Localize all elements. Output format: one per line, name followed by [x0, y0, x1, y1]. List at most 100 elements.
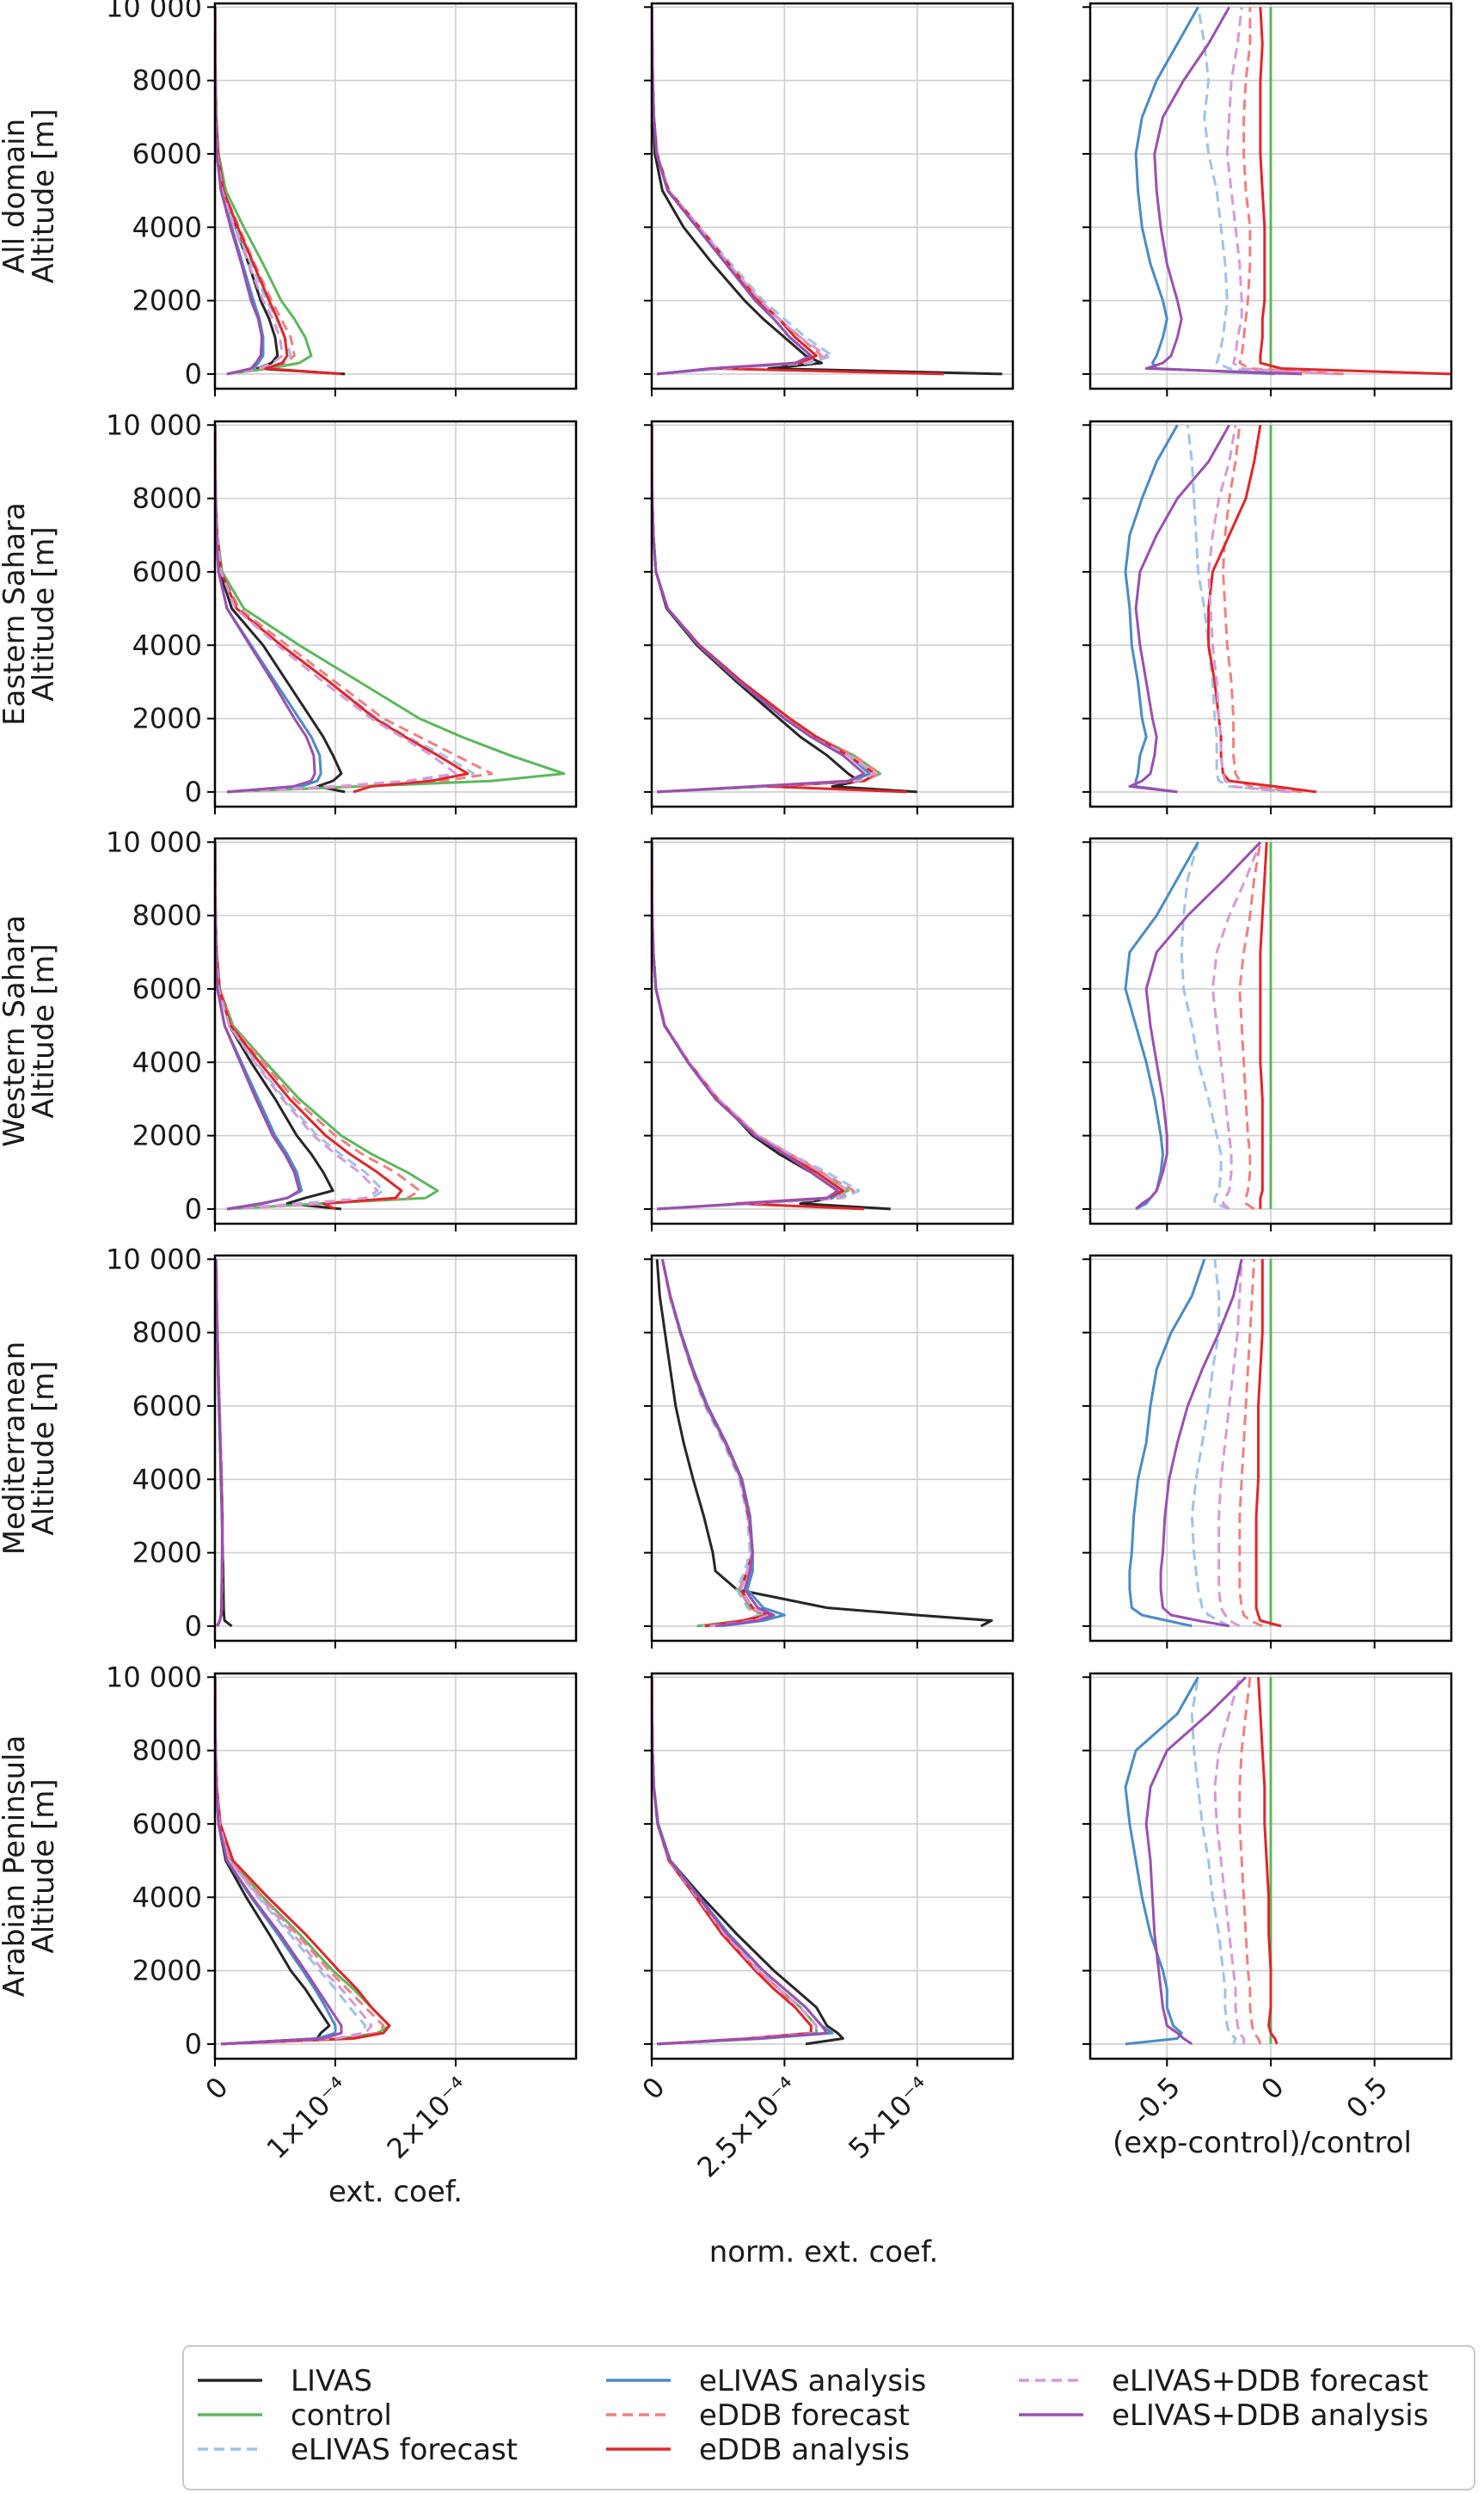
series-elivas-forecast	[1186, 425, 1288, 794]
y-tick-label: 0	[185, 1193, 202, 1225]
panel-r3-c2	[1082, 1254, 1453, 1649]
series-elivas-analysis	[660, 1258, 786, 1628]
series-elivas-forecast	[215, 842, 385, 1211]
y-tick-label: 10 000	[106, 826, 202, 858]
y-tick-label: 2000	[132, 1955, 202, 1987]
panel-frame	[650, 837, 1015, 1225]
series-elivas-ddb-analysis	[215, 1259, 224, 1627]
series-elivas-forecast	[215, 425, 475, 794]
series-elivas-ddb-analysis	[1144, 6, 1303, 376]
x-tick-label: 5×10⁻⁴	[842, 2071, 936, 2165]
panel-frame	[650, 420, 1015, 808]
y-tick-label: 0	[185, 358, 202, 390]
series-elivas-ddb-forecast	[652, 1677, 818, 2046]
series-eddb-analysis	[1207, 425, 1317, 794]
panel-r2-c1	[644, 837, 1015, 1231]
series-livas	[652, 1677, 844, 2046]
y-tick-label: 8000	[132, 1735, 202, 1767]
series-eddb-forecast	[1222, 425, 1303, 794]
series-eddb-analysis	[215, 7, 342, 376]
y-tick-label: 4000	[132, 629, 202, 661]
series-elivas-ddb-forecast	[215, 1677, 373, 2046]
series-elivas-ddb-analysis	[1128, 424, 1231, 794]
series-control	[652, 7, 818, 376]
series-elivas-analysis	[215, 842, 304, 1211]
legend-label-eddb-forecast: eDDB forecast	[699, 2398, 910, 2433]
series-elivas-forecast	[1190, 1259, 1230, 1628]
series-control	[215, 7, 313, 376]
series-elivas-ddb-forecast	[1217, 1259, 1243, 1628]
series-elivas-analysis	[652, 7, 813, 376]
series-elivas-forecast	[1197, 7, 1282, 376]
series-livas	[215, 7, 346, 376]
series-eddb-forecast	[1238, 842, 1262, 1211]
series-elivas-analysis	[652, 425, 871, 794]
series-eddb-analysis	[652, 1677, 813, 2046]
series-eddb-forecast	[652, 425, 882, 794]
series-elivas-analysis	[1134, 6, 1275, 376]
x-tick-label: 2.5×10⁻⁴	[690, 2071, 804, 2184]
row-ylabel: Altitude [m]	[27, 1360, 61, 1535]
series-eddb-forecast	[1238, 7, 1344, 376]
y-tick-label: 6000	[132, 138, 202, 170]
series-elivas-ddb-forecast	[652, 842, 849, 1211]
series-control	[652, 1677, 818, 2046]
series-elivas-ddb-analysis	[215, 425, 316, 794]
y-tick-label: 8000	[132, 482, 202, 515]
x-tick-label: 0	[199, 2071, 234, 2106]
y-tick-label: 10 000	[106, 1661, 202, 1693]
row-ylabel: Altitude [m]	[27, 526, 61, 701]
y-tick-label: 10 000	[106, 1243, 202, 1275]
panel-frame	[213, 420, 578, 808]
x-tick-label: 0.5	[1340, 2071, 1394, 2125]
panel-r3-c0: 0 2000 4000 6000 8000 10 000	[106, 1243, 578, 1649]
series-livas	[215, 425, 346, 794]
y-tick-label: 6000	[132, 973, 202, 1005]
series-elivas-ddb-forecast	[1213, 1676, 1246, 2044]
series-control	[215, 842, 439, 1211]
legend-label-elivas-analysis: eLIVAS analysis	[699, 2364, 926, 2398]
panel-r2-c0: 0 2000 4000 6000 8000 10 000	[106, 826, 578, 1231]
y-tick-label: 2000	[132, 1120, 202, 1152]
series-elivas-ddb-forecast	[1211, 841, 1262, 1211]
panel-r4-c1: 0 2.5×10⁻⁴ 5×10⁻⁴	[635, 1672, 1015, 2184]
series-elivas-analysis	[1124, 841, 1199, 1211]
row-ylabel: Altitude [m]	[27, 108, 61, 283]
panel-r1-c1	[644, 420, 1015, 814]
row-region-label: Arabian Peninsula	[0, 1735, 32, 1998]
series-livas	[652, 842, 891, 1211]
series-elivas-forecast	[652, 7, 834, 376]
legend-label-elivas-ddb-forecast: eLIVAS+DDB forecast	[1112, 2364, 1428, 2398]
panel-r4-c0: 0 2000 4000 6000 8000 10 000 0 1×10⁻⁴ 2×10⁻⁴	[106, 1661, 578, 2165]
y-tick-label: 6000	[132, 1390, 202, 1422]
series-eddb-analysis	[652, 842, 865, 1211]
series-eddb-forecast	[652, 1677, 813, 2046]
panel-r0-c2	[1082, 2, 1453, 396]
series-eddb-forecast	[652, 842, 855, 1211]
legend-label-eddb-analysis: eDDB analysis	[699, 2433, 910, 2467]
series-elivas-ddb-forecast	[1207, 425, 1292, 794]
x-tick-label: 2×10⁻⁴	[381, 2071, 475, 2165]
series-elivas-ddb-analysis	[215, 7, 264, 376]
y-tick-label: 8000	[132, 900, 202, 932]
panel-frame	[213, 1672, 578, 2060]
series-control	[652, 842, 849, 1211]
row-region-label: All domain	[0, 119, 32, 273]
series-elivas-ddb-forecast	[660, 1259, 770, 1628]
series-elivas-analysis	[652, 1677, 834, 2046]
series-elivas-forecast	[652, 425, 882, 794]
y-tick-label: 6000	[132, 1808, 202, 1840]
series-elivas-ddb-forecast	[652, 7, 829, 376]
panel-r0-c0: 0 2000 4000 6000 8000 10 000	[106, 0, 578, 396]
panel-r4-c2: -0.5 0 0.5	[1082, 1672, 1453, 2132]
x-axis-label: ext. coef.	[328, 2175, 463, 2209]
series-elivas-ddb-forecast	[1225, 7, 1334, 376]
series-eddb-analysis	[1254, 1259, 1282, 1628]
series-eddb-forecast	[1238, 1259, 1263, 1628]
series-elivas-forecast	[1180, 841, 1230, 1211]
x-axis-label: (exp-control)/control	[1113, 2126, 1412, 2160]
panel-frame	[213, 837, 578, 1225]
series-eddb-analysis	[652, 425, 907, 794]
